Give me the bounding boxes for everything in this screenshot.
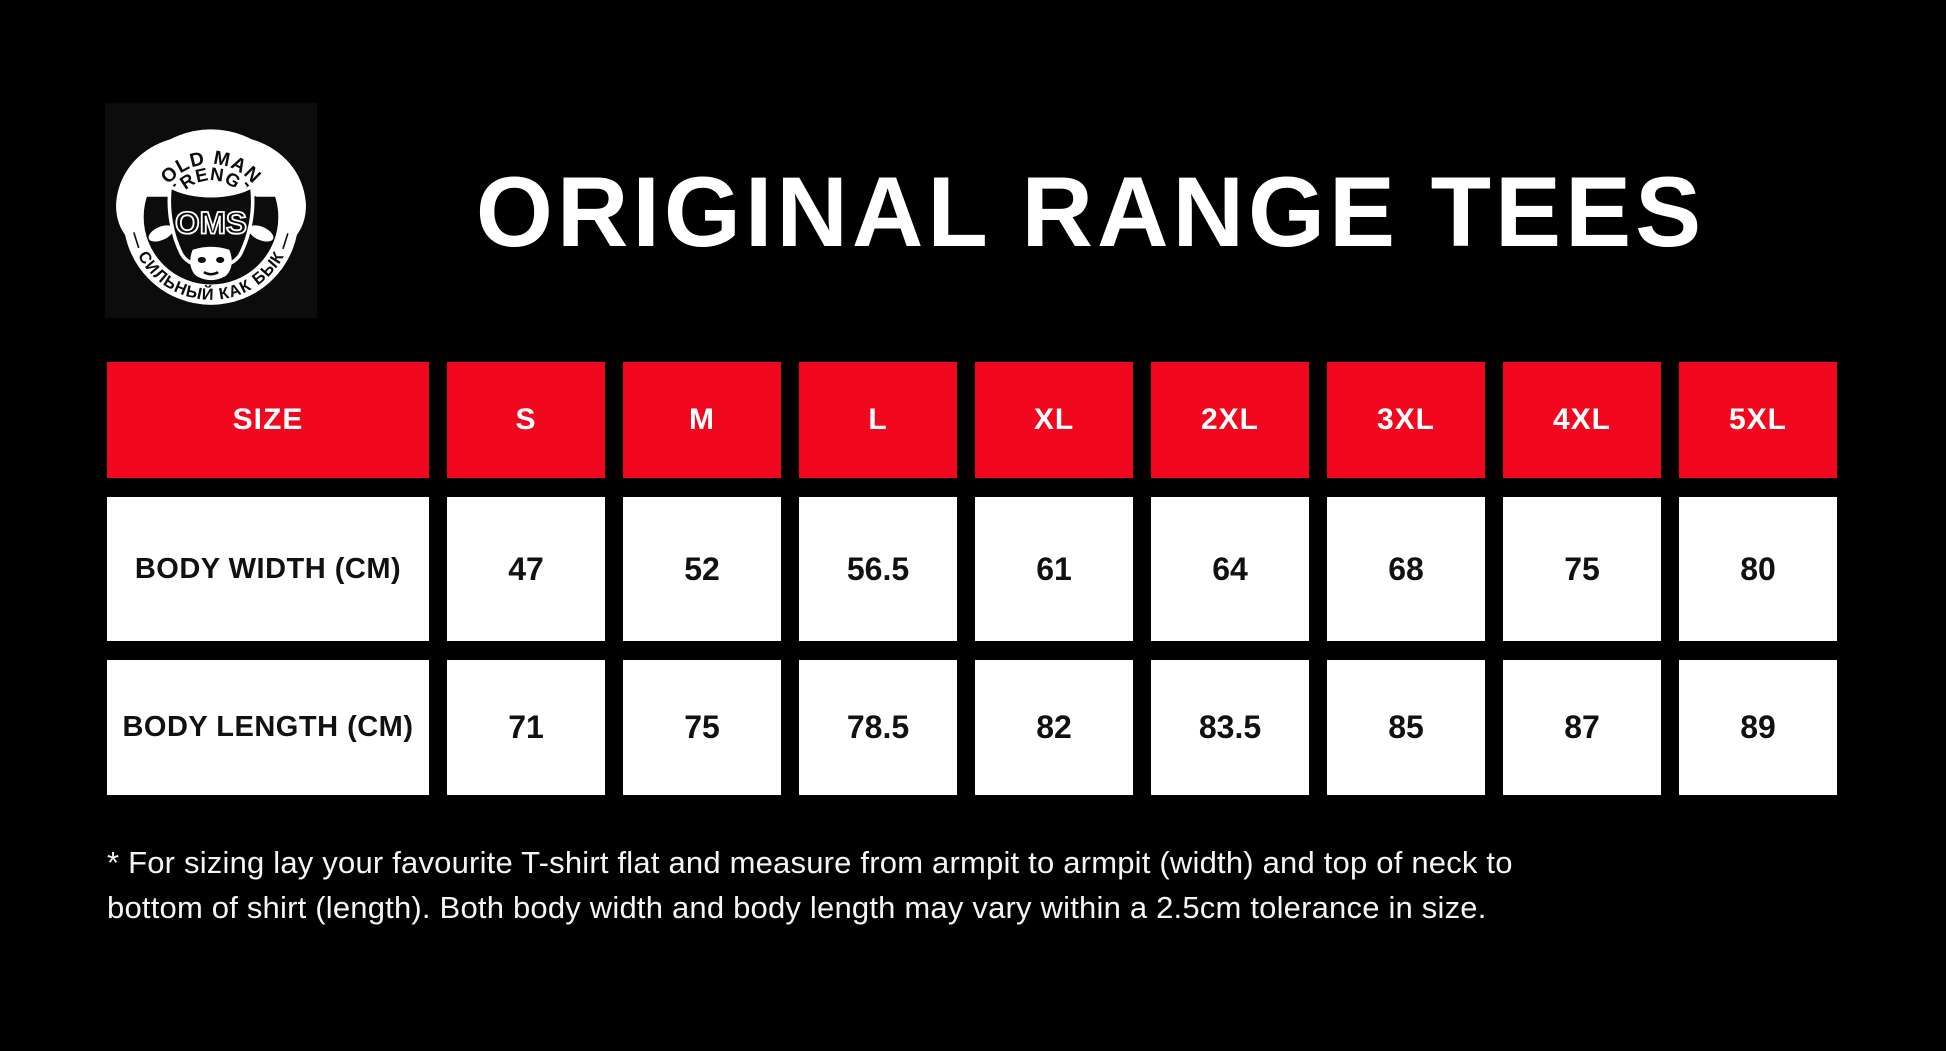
value-cell-length-3xl: 85 [1327, 660, 1485, 795]
value-cell-width-2xl: 64 [1151, 497, 1309, 641]
value-cell-length-4xl: 87 [1503, 660, 1661, 795]
size-chart-table: SIZE S M L XL 2XL 3XL 4XL 5XL BODY WIDTH… [107, 362, 1837, 795]
header-cell-3xl: 3XL [1327, 362, 1485, 478]
logo-monogram: OMS [175, 204, 247, 240]
row-label-body-length: BODY LENGTH (CM) [107, 660, 429, 795]
brand-logo-box: OLD MAN STRENGTH OMS — СИЛЬНЫЙ КАК БЫК — [105, 103, 317, 318]
value-cell-length-m: 75 [623, 660, 781, 795]
row-label-body-width: BODY WIDTH (CM) [107, 497, 429, 641]
value-cell-width-m: 52 [623, 497, 781, 641]
value-cell-width-l: 56.5 [799, 497, 957, 641]
sizing-footnote-line2: bottom of shirt (length). Both body widt… [107, 890, 1487, 925]
header-cell-s: S [447, 362, 605, 478]
bull-logo-icon: OLD MAN STRENGTH OMS — СИЛЬНЫЙ КАК БЫК — [116, 128, 306, 305]
value-cell-length-2xl: 83.5 [1151, 660, 1309, 795]
value-cell-length-xl: 82 [975, 660, 1133, 795]
value-cell-width-4xl: 75 [1503, 497, 1661, 641]
value-cell-length-s: 71 [447, 660, 605, 795]
header-cell-xl: XL [975, 362, 1133, 478]
value-cell-width-3xl: 68 [1327, 497, 1485, 641]
header-cell-l: L [799, 362, 957, 478]
sizing-footnote-line1: * For sizing lay your favourite T-shirt … [107, 845, 1513, 880]
value-cell-width-xl: 61 [975, 497, 1133, 641]
header-cell-4xl: 4XL [1503, 362, 1661, 478]
value-cell-width-s: 47 [447, 497, 605, 641]
header-cell-5xl: 5XL [1679, 362, 1837, 478]
header-cell-2xl: 2XL [1151, 362, 1309, 478]
sizing-footnote: * For sizing lay your favourite T-shirt … [107, 840, 1807, 930]
value-cell-width-5xl: 80 [1679, 497, 1837, 641]
header-cell-m: M [623, 362, 781, 478]
page-title: ORIGINAL RANGE TEES [475, 156, 1706, 267]
value-cell-length-5xl: 89 [1679, 660, 1837, 795]
header-cell-size: SIZE [107, 362, 429, 478]
value-cell-length-l: 78.5 [799, 660, 957, 795]
